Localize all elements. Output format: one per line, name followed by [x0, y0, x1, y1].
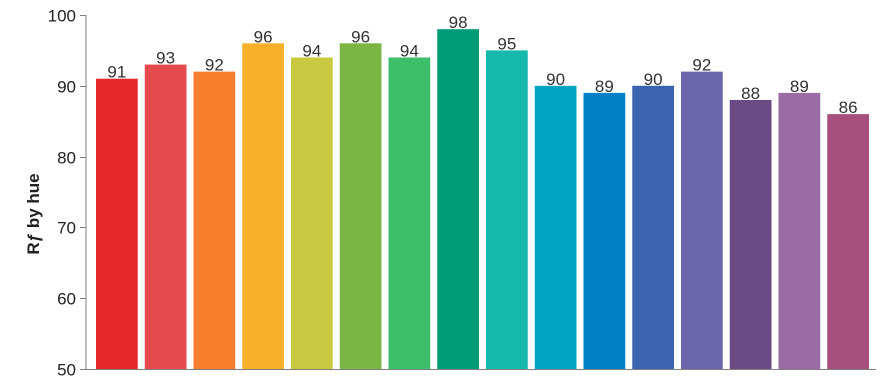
bar — [437, 29, 479, 369]
bar-value-label: 98 — [449, 13, 468, 32]
bar-value-label: 94 — [400, 41, 419, 60]
bar-value-label: 89 — [790, 77, 809, 96]
y-tick-label: 60 — [57, 290, 76, 309]
bar — [291, 57, 333, 369]
bar — [534, 85, 577, 370]
bar-value-label: 95 — [497, 34, 516, 53]
axes: 50 60 70 80 90 100 — [48, 7, 876, 380]
bar-value-label: 96 — [254, 27, 273, 46]
bar — [827, 114, 869, 370]
y-tick-label: 70 — [57, 219, 76, 238]
bar — [486, 50, 528, 370]
bar — [388, 57, 431, 369]
bar-value-label: 86 — [839, 98, 858, 117]
bar — [681, 71, 723, 369]
bar — [729, 99, 772, 370]
bar — [96, 78, 138, 369]
bar-value-label: 90 — [644, 70, 663, 89]
bar — [632, 85, 674, 370]
y-tick-label: 90 — [57, 78, 76, 97]
bar-value-label: 92 — [205, 56, 224, 75]
bars — [96, 29, 869, 370]
bar — [242, 43, 284, 369]
y-tick-label: 50 — [57, 361, 76, 377]
bar-value-label: 93 — [156, 49, 175, 68]
bar-value-label: 94 — [302, 41, 321, 60]
y-axis-title: Rƒ by hue — [24, 173, 43, 254]
y-tick-label: 100 — [48, 7, 76, 26]
y-tick-label: 80 — [57, 149, 76, 168]
bar — [144, 64, 187, 369]
bar-value-label: 89 — [595, 77, 614, 96]
bar-value-label: 92 — [692, 56, 711, 75]
bar — [778, 92, 821, 369]
bar — [193, 71, 236, 369]
data-labels: 91 93 92 96 94 96 94 98 95 90 89 90 92 88 89 86 — [107, 13, 857, 117]
bar-value-label: 88 — [741, 84, 760, 103]
bar — [339, 43, 382, 369]
bar-value-label: 91 — [107, 63, 126, 82]
bar-value-label: 90 — [546, 70, 565, 89]
bar — [583, 92, 626, 369]
bar-value-label: 96 — [351, 27, 370, 46]
